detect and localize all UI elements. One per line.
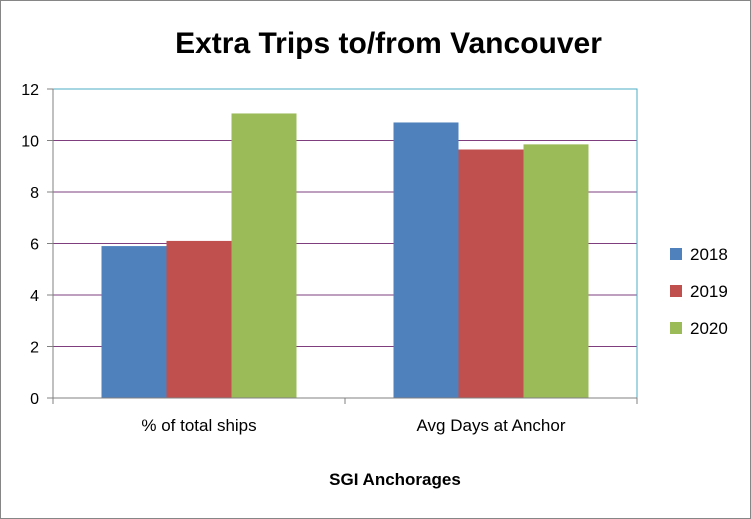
chart-title: Extra Trips to/from Vancouver [175,27,602,60]
y-tick-label: 4 [30,288,39,305]
legend-label-2018: 2018 [690,245,728,264]
x-axis-label: SGI Anchorages [329,470,461,489]
bar-2018-0 [101,246,167,398]
x-axis-categories: % of total ships Avg Days at Anchor [141,416,565,435]
y-axis-ticks: 0 2 4 6 8 10 12 [21,82,39,408]
legend-label-2020: 2020 [690,319,728,338]
x-category-label: Avg Days at Anchor [417,416,566,435]
y-tick-label: 6 [30,237,39,254]
bar-2020-1 [523,144,589,398]
bar-2020-0 [231,113,297,399]
bar-2019-1 [458,149,524,398]
y-tick-label: 0 [30,391,39,408]
y-tick-label: 10 [21,134,39,151]
legend-swatch-2018 [670,248,682,260]
y-tick-label: 12 [21,82,39,99]
legend-swatch-2019 [670,285,682,297]
axes [47,88,638,404]
bars [101,113,589,399]
legend-label-2019: 2019 [690,282,728,301]
bar-2019-0 [166,240,232,398]
legend: 2018 2019 2020 [670,245,728,338]
y-tick-label: 8 [30,185,39,202]
x-category-label: % of total ships [141,416,256,435]
y-tick-label: 2 [30,340,39,357]
legend-swatch-2020 [670,322,682,334]
bar-2018-1 [393,122,459,398]
